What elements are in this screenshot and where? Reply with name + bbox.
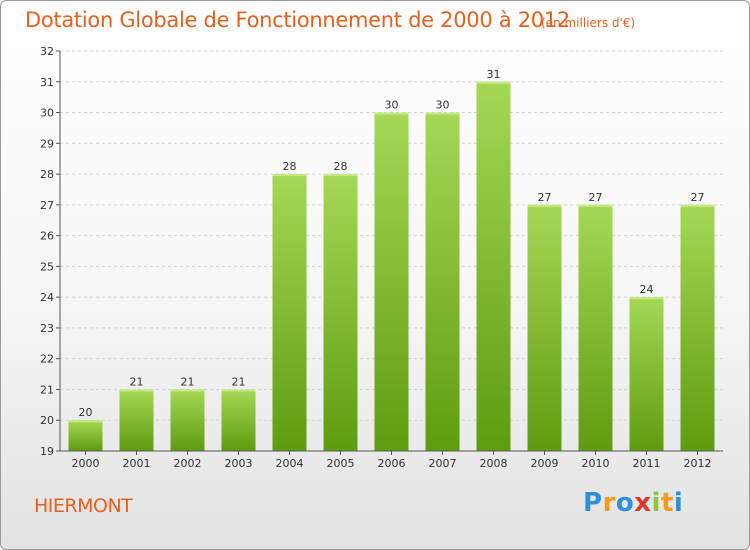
bar-2012[interactable]: [680, 204, 715, 451]
bar-2008[interactable]: [476, 81, 511, 452]
bar-value-label: 27: [691, 191, 705, 204]
logo-letter: r: [602, 488, 616, 518]
chart-title: Dotation Globale de Fonctionnement de 20…: [25, 8, 570, 32]
x-tick-label: 2006: [378, 457, 406, 470]
y-tick-label: 29: [40, 137, 54, 150]
bar-value-label: 21: [181, 375, 195, 388]
labels: 19 20 21 22 23 24 25 26 27 28 29 30 31 32 20 2000 21 2001…: [40, 45, 712, 470]
axes: [56, 50, 723, 455]
logo-letter: x: [634, 488, 652, 518]
bar-2001[interactable]: [119, 389, 154, 451]
logo-letter: o: [615, 488, 635, 518]
bar-highlight: [323, 174, 358, 177]
bar-2009[interactable]: [527, 204, 562, 451]
logo-letter: i: [673, 488, 684, 518]
bar-2010[interactable]: [578, 204, 613, 451]
y-tick-label: 23: [40, 322, 54, 335]
bar-2000[interactable]: [68, 420, 103, 451]
logo-letter: P: [583, 488, 603, 518]
bar-highlight: [629, 297, 664, 300]
bar-2005[interactable]: [323, 174, 358, 452]
commune-name: HIERMONT: [34, 495, 133, 517]
bar-highlight: [221, 389, 256, 392]
y-tick-label: 30: [40, 107, 54, 120]
bar-value-label: 27: [589, 191, 603, 204]
x-tick-label: 2003: [225, 457, 253, 470]
y-tick-label: 25: [40, 260, 54, 273]
chart-subtitle: (en milliers d'€): [541, 16, 636, 30]
bar-2011[interactable]: [629, 297, 664, 451]
y-tick-label: 27: [40, 199, 54, 212]
logo-letter: t: [660, 488, 674, 518]
bar-highlight: [119, 389, 154, 392]
bar-highlight: [578, 204, 613, 207]
bar-2003[interactable]: [221, 389, 256, 451]
bar-value-label: 24: [640, 283, 654, 296]
bar-value-label: 27: [538, 191, 552, 204]
bar-highlight: [680, 204, 715, 207]
bar-highlight: [476, 81, 511, 84]
bar-highlight: [527, 204, 562, 207]
y-tick-label: 24: [40, 291, 54, 304]
bar-value-label: 28: [334, 160, 348, 173]
x-tick-label: 2007: [429, 457, 457, 470]
bar-2006[interactable]: [374, 112, 409, 452]
y-tick-label: 19: [40, 445, 54, 458]
bar-value-label: 28: [283, 160, 297, 173]
bar-highlight: [68, 420, 103, 423]
x-tick-label: 2005: [327, 457, 355, 470]
proxiti-logo[interactable]: Proxiti: [583, 488, 683, 518]
y-tick-label: 26: [40, 230, 54, 243]
bars: [68, 81, 715, 452]
bar-highlight: [272, 174, 307, 177]
logo-letter: i: [651, 488, 661, 518]
x-tick-label: 2004: [276, 457, 304, 470]
x-tick-label: 2010: [582, 457, 610, 470]
bar-value-label: 30: [385, 99, 399, 112]
y-tick-label: 20: [40, 414, 54, 427]
bar-highlight: [374, 112, 409, 115]
bar-2002[interactable]: [170, 389, 205, 451]
x-tick-label: 2001: [123, 457, 151, 470]
y-tick-label: 32: [40, 45, 54, 58]
bar-value-label: 31: [487, 68, 501, 81]
bar-value-label: 21: [232, 375, 246, 388]
x-tick-label: 2011: [633, 457, 661, 470]
bar-highlight: [170, 389, 205, 392]
bar-highlight: [425, 112, 460, 115]
y-tick-label: 22: [40, 353, 54, 366]
bar-value-label: 21: [130, 375, 144, 388]
bar-value-label: 20: [79, 406, 93, 419]
y-tick-label: 28: [40, 168, 54, 181]
x-tick-label: 2012: [684, 457, 712, 470]
y-tick-label: 21: [40, 383, 54, 396]
bar-value-label: 30: [436, 99, 450, 112]
x-tick-label: 2002: [174, 457, 202, 470]
x-tick-label: 2009: [531, 457, 559, 470]
bar-2007[interactable]: [425, 112, 460, 452]
y-tick-label: 31: [40, 76, 54, 89]
x-tick-label: 2008: [480, 457, 508, 470]
bar-2004[interactable]: [272, 174, 307, 452]
x-tick-label: 2000: [72, 457, 100, 470]
